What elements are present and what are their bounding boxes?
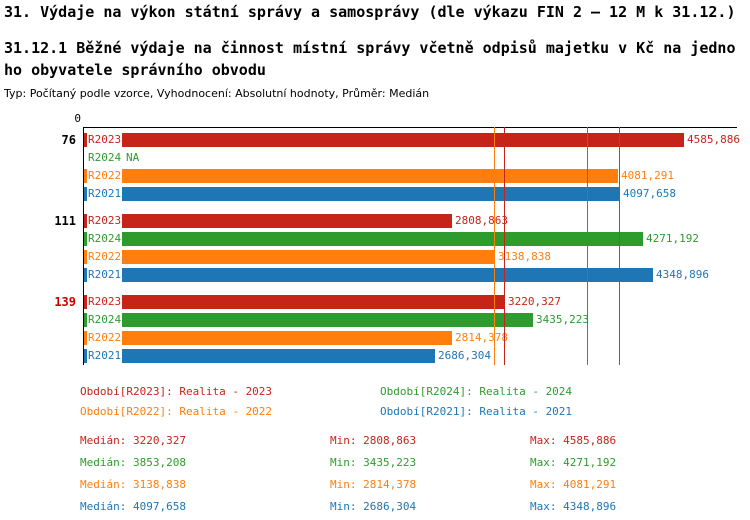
stat-min-R2021: Min: 2686,304	[330, 500, 417, 513]
report-title: 31. Výdaje na výkon státní správy a samo…	[4, 3, 736, 21]
y-axis-line	[83, 127, 84, 365]
bar-R2023	[84, 133, 684, 147]
bar-value-label: 4081,291	[621, 169, 674, 182]
bar-R2023	[84, 295, 505, 309]
bar-R2023	[84, 214, 452, 228]
bar-R2021	[84, 349, 435, 363]
bar-R2021	[84, 187, 620, 201]
stat-median-R2021: Medián: 4097,658	[80, 500, 186, 513]
bar-year-label: R2022	[87, 331, 123, 345]
bar-year-label: R2021	[87, 187, 123, 201]
axis-zero-label: 0	[74, 112, 81, 125]
bar-value-label: 3138,838	[498, 250, 551, 263]
bar-R2022	[84, 331, 452, 345]
bar-R2024	[84, 313, 533, 327]
bar-year-label: R2022	[87, 169, 123, 183]
bar-R2022	[84, 250, 495, 264]
bar-value-label: 4348,896	[656, 268, 709, 281]
bar-value-label: 3220,327	[508, 295, 561, 308]
bar-R2024	[84, 232, 643, 246]
legend-item-R2022: Období[R2022]: Realita - 2022	[80, 405, 273, 418]
legend-item-R2021: Období[R2021]: Realita - 2021	[380, 405, 573, 418]
stat-median-R2023: Medián: 3220,327	[80, 434, 186, 447]
stat-max-R2021: Max: 4348,896	[530, 500, 617, 513]
group-label: 139	[54, 295, 76, 309]
stat-median-R2024: Medián: 3853,208	[80, 456, 186, 469]
indicator-title-line1: 31.12.1 Běžné výdaje na činnost místní s…	[4, 39, 736, 57]
bar-year-label: R2024	[87, 232, 123, 246]
stat-min-R2022: Min: 2814,378	[330, 478, 417, 491]
bar-value-label: NA	[126, 151, 140, 164]
x-axis-line	[83, 127, 737, 128]
stat-max-R2024: Max: 4271,192	[530, 456, 617, 469]
median-line-R2022	[494, 127, 495, 365]
group-label: 111	[54, 214, 76, 228]
group-label: 76	[61, 133, 76, 147]
bar-year-label: R2024	[87, 313, 123, 327]
bar-R2022	[84, 169, 618, 183]
median-line-R2023	[504, 127, 505, 365]
stat-median-R2022: Medián: 3138,838	[80, 478, 186, 491]
indicator-title-line2: ho obyvatele správního obvodu	[4, 61, 266, 79]
stat-min-R2023: Min: 2808,863	[330, 434, 417, 447]
bar-value-label: 4585,886	[687, 133, 740, 146]
bar-value-label: 4271,192	[646, 232, 699, 245]
median-line-R2021	[619, 127, 620, 365]
bar-year-label: R2023	[87, 295, 123, 309]
bar-value-label: 3435,223	[536, 313, 589, 326]
legend-item-R2023: Období[R2023]: Realita - 2023	[80, 385, 273, 398]
bar-value-label: 4097,658	[623, 187, 676, 200]
bar-year-label: R2021	[87, 268, 123, 282]
bar-value-label: 2686,304	[438, 349, 491, 362]
stat-max-R2023: Max: 4585,886	[530, 434, 617, 447]
stat-max-R2022: Max: 4081,291	[530, 478, 617, 491]
bar-value-label: 2808,863	[455, 214, 508, 227]
bar-value-label: 2814,378	[455, 331, 508, 344]
bar-R2021	[84, 268, 653, 282]
bar-year-label: R2023	[87, 133, 123, 147]
bar-year-label: R2023	[87, 214, 123, 228]
chart-meta: Typ: Počítaný podle vzorce, Vyhodnocení:…	[4, 87, 430, 100]
stat-min-R2024: Min: 3435,223	[330, 456, 417, 469]
bar-year-label: R2021	[87, 349, 123, 363]
bar-year-label: R2022	[87, 250, 123, 264]
legend-item-R2024: Období[R2024]: Realita - 2024	[380, 385, 573, 398]
bar-year-label: R2024	[87, 151, 123, 165]
median-line-R2024	[587, 127, 588, 365]
